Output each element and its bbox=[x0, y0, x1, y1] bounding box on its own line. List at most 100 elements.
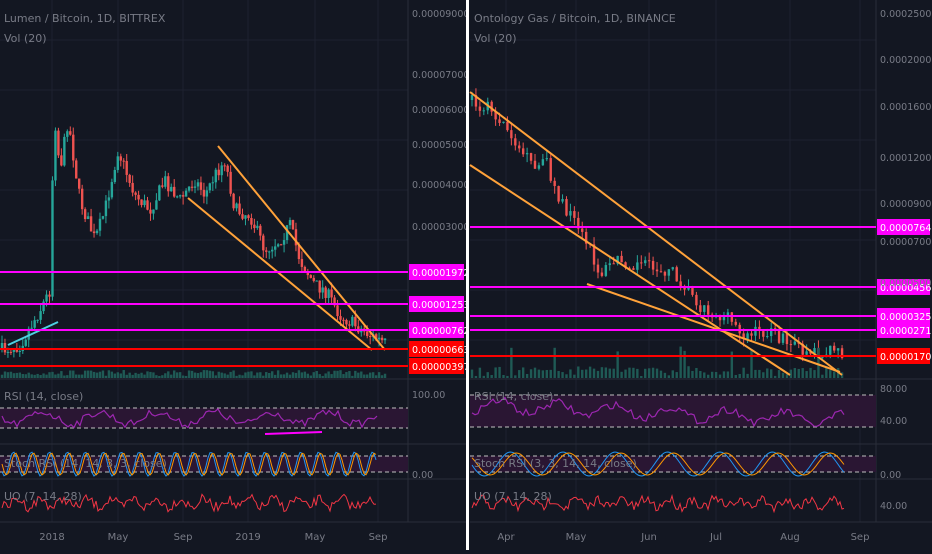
candle-body bbox=[175, 196, 179, 198]
volume-bar bbox=[232, 370, 235, 378]
volume-bar bbox=[265, 372, 268, 378]
candle-body bbox=[276, 244, 280, 247]
volume-bar bbox=[229, 371, 232, 378]
candle-body bbox=[134, 192, 137, 195]
candle-body bbox=[327, 289, 330, 298]
candle-body bbox=[291, 220, 295, 230]
volume-bar bbox=[80, 374, 84, 378]
volume-bar bbox=[250, 371, 253, 378]
volume-bar bbox=[128, 372, 131, 378]
volume-bar bbox=[789, 369, 793, 378]
candle-body bbox=[655, 269, 659, 272]
candle-body bbox=[282, 240, 286, 245]
candle-body bbox=[368, 335, 372, 337]
candle-body bbox=[315, 280, 318, 282]
candle-body bbox=[380, 337, 384, 341]
candle-body bbox=[101, 216, 105, 219]
candle-body bbox=[671, 267, 674, 270]
candle-body bbox=[801, 343, 804, 355]
volume-bar bbox=[294, 372, 298, 378]
volume-bar bbox=[628, 367, 631, 378]
volume-bar bbox=[581, 369, 584, 378]
volume-bar bbox=[746, 373, 749, 378]
volume-bar bbox=[742, 367, 745, 378]
x-tick-label: Sep bbox=[369, 532, 388, 543]
volume-bar bbox=[149, 371, 152, 378]
candle-body bbox=[15, 349, 19, 352]
volume-bar bbox=[181, 375, 185, 378]
candle-body bbox=[75, 160, 78, 179]
candle-body bbox=[187, 186, 191, 191]
candle-body bbox=[116, 156, 119, 170]
volume-bar bbox=[262, 375, 265, 378]
candle-body bbox=[809, 351, 812, 354]
candle-body bbox=[722, 316, 726, 321]
volume-bar bbox=[687, 366, 690, 378]
volume-bar bbox=[33, 374, 36, 378]
level-price-label: 0.00001972 bbox=[412, 268, 469, 279]
candle-body bbox=[312, 277, 315, 281]
rsi-tick-label: 100.00 bbox=[412, 390, 445, 401]
candle-body bbox=[158, 185, 161, 201]
level-price-tag bbox=[877, 308, 930, 324]
candle-body bbox=[366, 331, 369, 336]
volume-bar bbox=[632, 367, 635, 378]
volume-bar bbox=[777, 370, 781, 378]
candle-body bbox=[766, 336, 769, 338]
candle-body bbox=[300, 259, 304, 267]
level-price-label: 0.00001253 bbox=[412, 300, 469, 311]
candle-body bbox=[836, 348, 840, 351]
y-tick-label: 0.00009000 bbox=[880, 199, 932, 210]
candle-body bbox=[490, 101, 493, 112]
candle-body bbox=[726, 312, 730, 317]
candle-body bbox=[119, 156, 122, 161]
y-tick-label: 0.00016000 bbox=[880, 102, 932, 113]
volume-bar bbox=[714, 371, 718, 378]
candle-body bbox=[253, 224, 256, 229]
volume-bar bbox=[608, 368, 611, 378]
volume-bar bbox=[324, 373, 327, 378]
volume-bar bbox=[557, 370, 560, 378]
rsi-tick-label: 80.00 bbox=[880, 384, 907, 395]
candle-body bbox=[220, 165, 223, 176]
uo-label: UO (7, 14, 28) bbox=[4, 490, 82, 503]
candle-body bbox=[273, 246, 277, 250]
candle-body bbox=[829, 345, 832, 355]
rsi-pane: RSI (14, close) 80.00 40.00 bbox=[470, 384, 907, 428]
volume-bar bbox=[288, 374, 292, 378]
volume-bar bbox=[380, 375, 384, 378]
volume-bar bbox=[131, 374, 134, 378]
volume-bar bbox=[300, 372, 304, 378]
candle-body bbox=[140, 199, 143, 206]
candle-body bbox=[202, 189, 206, 197]
volume-bar bbox=[506, 375, 509, 378]
candle-body bbox=[196, 182, 200, 187]
volume-bar bbox=[722, 371, 726, 378]
chart-title: Ontology Gas / Bitcoin, 1D, BINANCE bbox=[474, 12, 676, 25]
volume-bar bbox=[624, 369, 627, 378]
candle-body bbox=[247, 215, 250, 218]
volume-bar bbox=[351, 375, 354, 378]
candle-body bbox=[557, 186, 560, 202]
volume-bar bbox=[366, 374, 369, 378]
candle-body bbox=[750, 333, 753, 336]
candle-body bbox=[110, 182, 114, 198]
candle-body bbox=[354, 316, 357, 327]
candle-body bbox=[498, 119, 501, 123]
candle-body bbox=[279, 244, 283, 246]
candle-body bbox=[377, 337, 381, 340]
uo-label: UO (7, 14, 28) bbox=[474, 490, 552, 503]
volume-bar bbox=[502, 375, 505, 378]
candle-body bbox=[238, 203, 241, 215]
candle-body bbox=[636, 262, 639, 270]
candle-body bbox=[161, 185, 164, 187]
volume-bar bbox=[101, 370, 105, 378]
candle-body bbox=[250, 217, 253, 225]
volume-bar bbox=[187, 370, 191, 378]
volume-bar bbox=[95, 372, 99, 378]
volume-bar bbox=[793, 368, 797, 378]
candle-body bbox=[506, 121, 509, 131]
candle-body bbox=[181, 195, 185, 197]
volume-bar bbox=[549, 369, 552, 378]
